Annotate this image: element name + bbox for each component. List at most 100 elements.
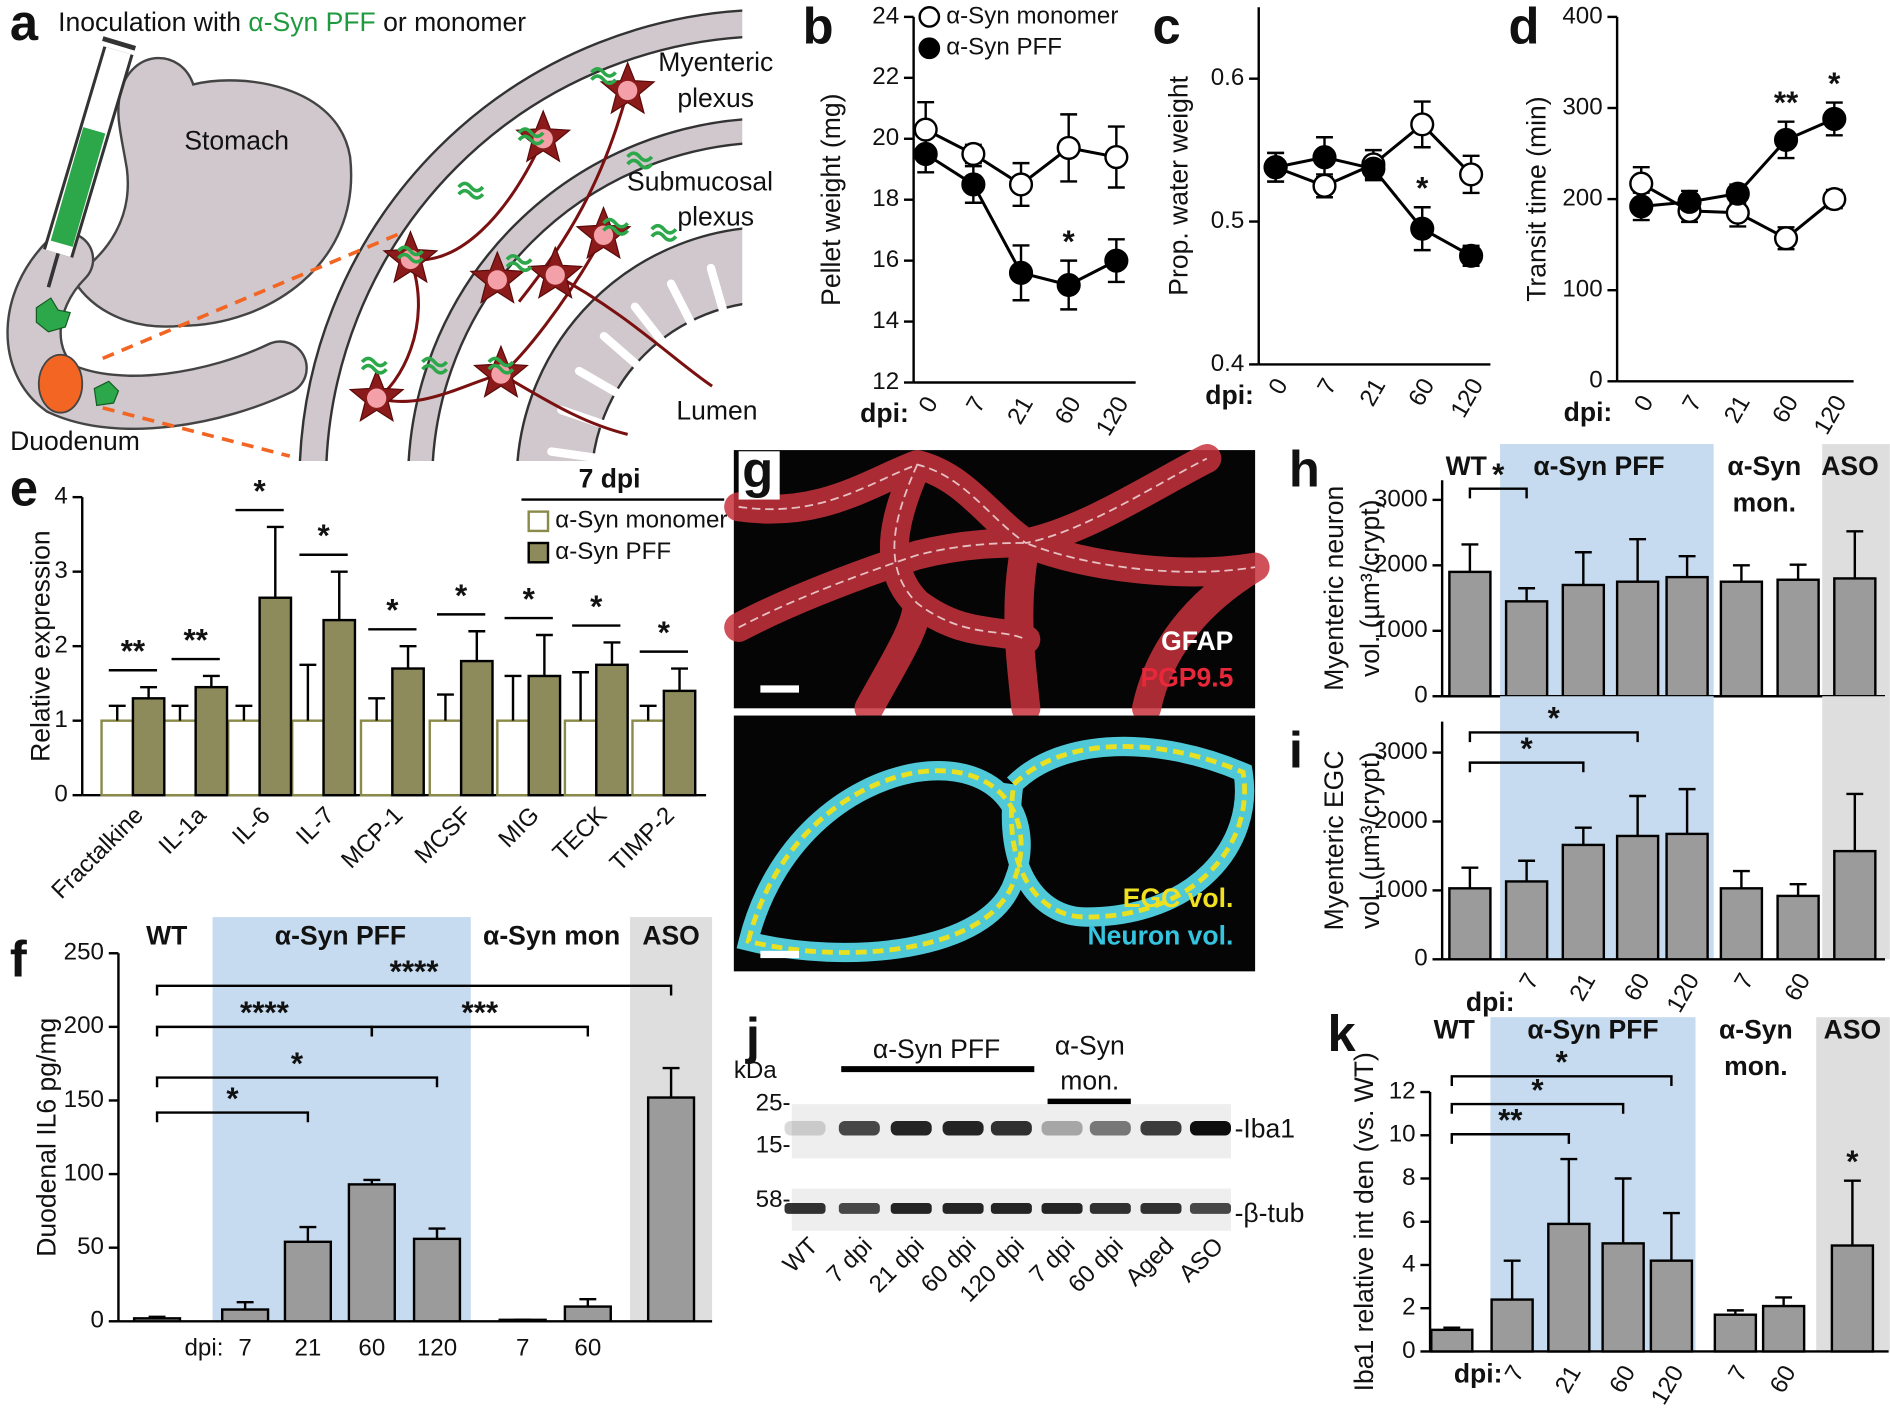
significance: * xyxy=(1828,66,1841,101)
error-bar xyxy=(639,704,657,721)
villus xyxy=(599,331,650,377)
bracket-label: **** xyxy=(390,954,440,989)
lane-label: WT xyxy=(778,1232,824,1278)
axon xyxy=(376,372,502,403)
band xyxy=(1089,1120,1131,1136)
bar xyxy=(1561,843,1606,961)
bar xyxy=(1833,849,1877,961)
marker xyxy=(1410,216,1435,241)
panel-letter: h xyxy=(1289,440,1320,497)
pff-fibril xyxy=(626,151,654,163)
x-tick-label: 7 xyxy=(1312,374,1342,399)
neuron-nucleus xyxy=(491,364,511,384)
pff-fibril xyxy=(457,181,485,193)
group-label: ASO xyxy=(1824,1015,1882,1045)
x-tick-label: 0 xyxy=(1629,391,1659,416)
lane-label: 21 dpi xyxy=(864,1233,930,1299)
pff-fibril xyxy=(517,134,545,146)
x-tick-label: Fractalkine xyxy=(46,802,149,905)
x-tick-label: IL-1a xyxy=(154,801,212,859)
bar xyxy=(1615,580,1660,698)
band xyxy=(890,1120,932,1136)
bar xyxy=(227,719,261,797)
lane-group-label: mon. xyxy=(1060,1065,1119,1095)
significance: * xyxy=(1846,1144,1859,1179)
x-tick-label: 0 xyxy=(1263,374,1293,399)
legend-marker xyxy=(918,6,941,28)
x-tick-label: 60 xyxy=(1403,374,1440,411)
bar xyxy=(1713,1313,1758,1353)
x-tick-label: 60 xyxy=(574,1334,601,1361)
bar xyxy=(131,697,166,797)
error-bar xyxy=(1461,543,1479,572)
marker-label: 25- xyxy=(756,1089,791,1116)
y-tick-label: 0 xyxy=(91,1307,104,1334)
pff-fibril xyxy=(602,217,630,229)
layer-label: Submucosal xyxy=(627,166,773,196)
marker xyxy=(1459,162,1484,187)
title-part: Inoculation with xyxy=(58,7,248,37)
significance: * xyxy=(1063,224,1076,259)
bar xyxy=(1833,577,1877,698)
villus xyxy=(666,279,700,337)
bar xyxy=(347,1183,396,1323)
x-tick-label: 60 xyxy=(1767,391,1804,428)
pff-fibril xyxy=(421,356,449,368)
panel-g: g GFAP PGP9.5 EGC vol. Neuron vol. xyxy=(724,442,1270,972)
axon xyxy=(517,90,630,303)
error-bar xyxy=(504,674,522,721)
bar xyxy=(1448,570,1492,698)
pff-fibril xyxy=(650,231,678,242)
x-tick-label: 21 xyxy=(1564,969,1601,1006)
marker xyxy=(1410,112,1435,137)
x-tick-label: 0 xyxy=(914,392,944,417)
marker xyxy=(1056,272,1081,298)
error-bar xyxy=(1846,792,1864,852)
group-label: mon. xyxy=(1733,487,1796,517)
gut-wall xyxy=(298,9,743,461)
error-bar xyxy=(436,693,454,721)
pff-fibril xyxy=(396,252,424,264)
volume-label: EGC vol. xyxy=(1123,883,1234,913)
neuron-nucleus xyxy=(593,225,614,245)
pff-fibril xyxy=(590,66,617,78)
pff-fibril xyxy=(517,127,545,139)
y-tick-label: 0 xyxy=(1414,682,1427,709)
bar xyxy=(563,1305,612,1323)
x-tick-label: 120 xyxy=(417,1334,457,1361)
villus xyxy=(706,263,731,325)
x-tick-label: IL-6 xyxy=(227,802,275,850)
error-bar xyxy=(235,704,253,721)
panel-letter: c xyxy=(1153,0,1181,55)
panel-letter: g xyxy=(742,442,773,499)
neuron-nucleus xyxy=(533,129,553,149)
pff-fibril xyxy=(396,245,424,257)
bar xyxy=(1665,575,1709,698)
bracket-label: * xyxy=(1555,1045,1568,1080)
zoom-line xyxy=(102,406,291,458)
bar xyxy=(1830,1244,1875,1353)
stain-label: PGP9.5 xyxy=(1140,662,1233,692)
band xyxy=(942,1203,984,1214)
y-tick-label: 14 xyxy=(872,307,899,334)
zoom-line xyxy=(102,230,406,361)
lane-group-label: α-Syn xyxy=(1055,1030,1125,1060)
bar xyxy=(194,685,229,797)
y-axis-title: Transit time (min) xyxy=(1522,96,1552,301)
band xyxy=(1041,1203,1083,1214)
x-tick-label: 60 xyxy=(1604,1361,1641,1398)
marker xyxy=(1263,155,1288,180)
marker xyxy=(1629,194,1654,219)
x-tick-label: 21 xyxy=(1719,391,1756,428)
error-bar xyxy=(399,644,417,669)
bar xyxy=(595,663,629,797)
error-bar xyxy=(1843,1179,1861,1246)
x-tick-label: 60 xyxy=(1779,969,1816,1006)
error-bar xyxy=(1629,537,1647,582)
error-bar xyxy=(1503,1259,1521,1300)
marker xyxy=(1822,106,1847,131)
bar xyxy=(391,667,425,797)
axon xyxy=(554,273,713,388)
bracket-label: *** xyxy=(462,995,499,1030)
error-bar xyxy=(1560,1157,1578,1224)
